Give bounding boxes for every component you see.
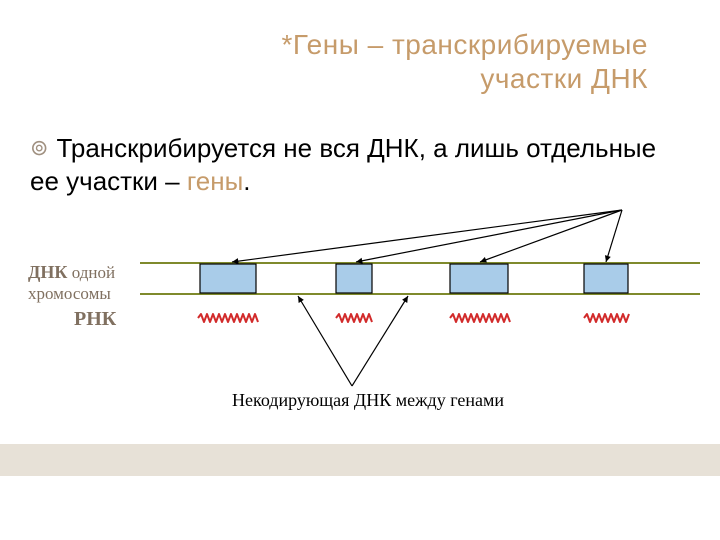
dna-diagram — [0, 0, 720, 540]
